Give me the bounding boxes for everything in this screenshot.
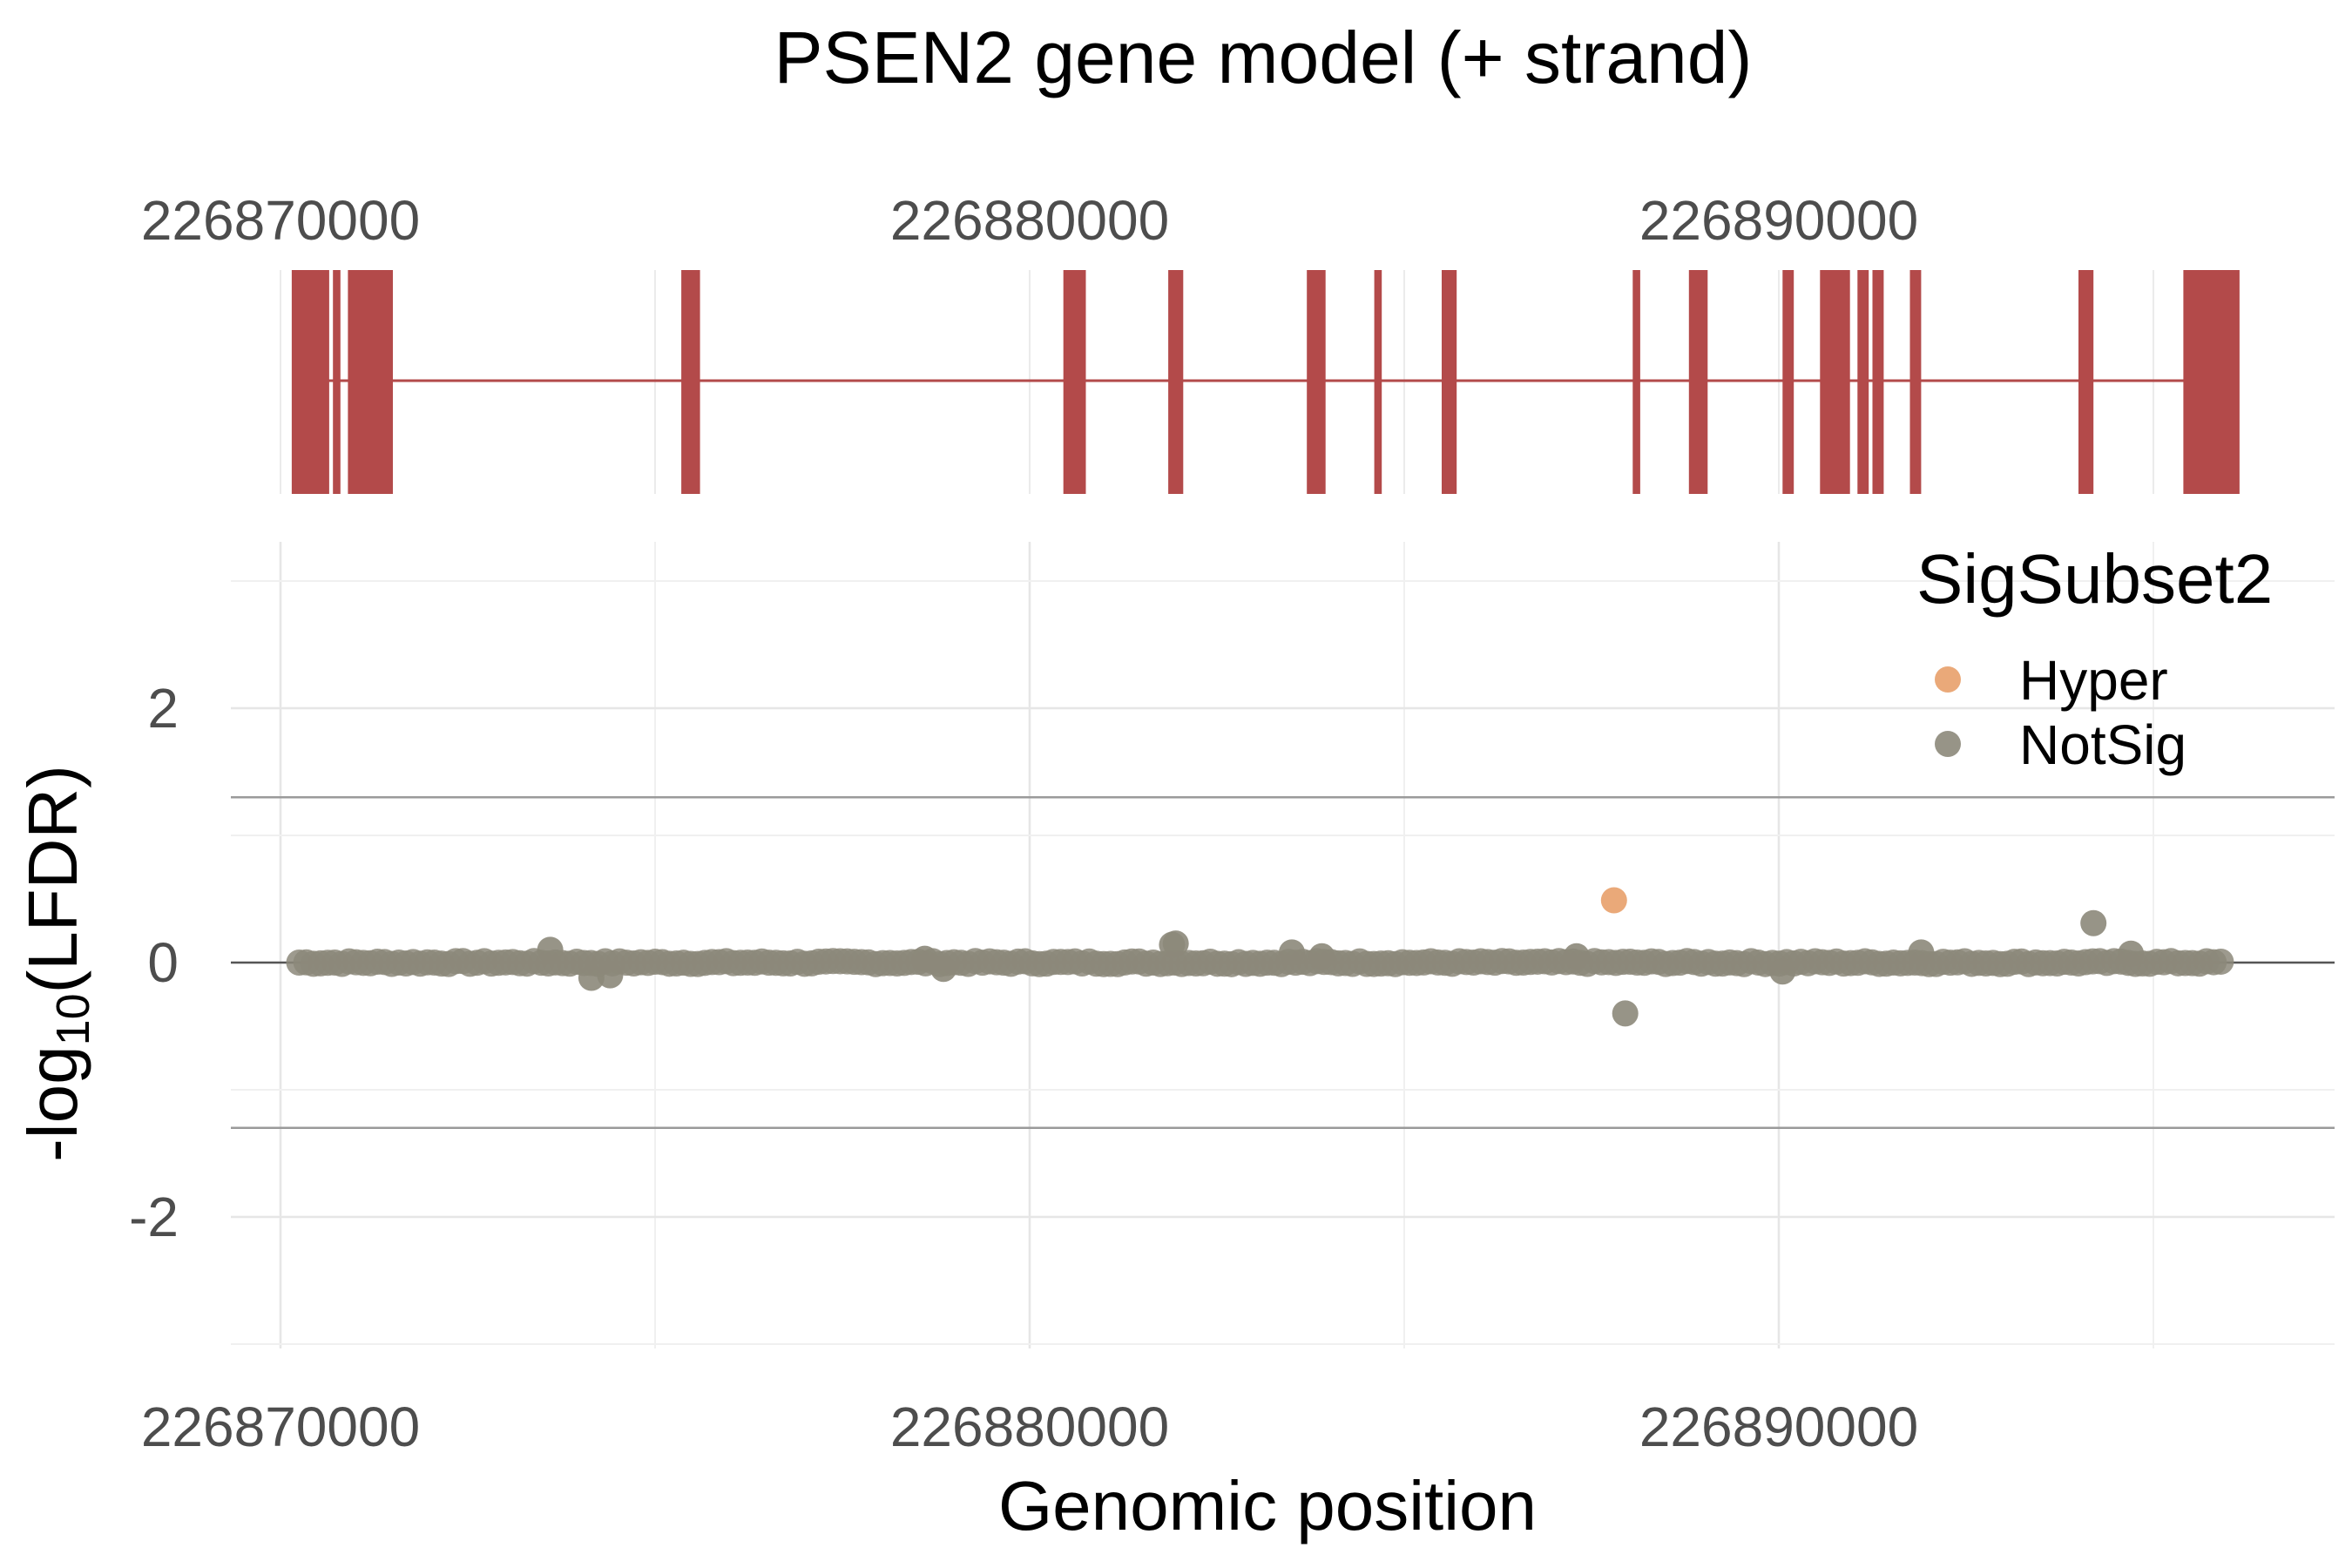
gene-model-x-ticks: 226870000 226880000 226890000 [141,189,1918,252]
legend-key-hyper [1935,666,1961,693]
x-axis-title: Genomic position [998,1467,1537,1544]
exon-block [1909,270,1922,494]
notsig-point [1279,939,1305,966]
exon-block [333,270,341,494]
notsig-point [1908,939,1935,966]
y-tick-label: 2 [147,677,179,740]
y-tick-label: 0 [147,931,179,994]
exon-block [1168,270,1184,494]
scatter-baseline-points [286,948,2234,977]
exon-block [1820,270,1850,494]
legend-key-notsig [1935,731,1961,757]
exon-block [2078,270,2094,494]
notsig-point [1159,931,1186,958]
exon-block [1307,270,1326,494]
exon-block [1857,270,1869,494]
scatter-points [537,887,2145,1027]
x-tick-label: 226890000 [1639,1396,1918,1458]
y-axis-title: -log10(LFDR) [14,765,99,1162]
notsig-point [1769,958,1796,985]
x-tick-label: 226880000 [890,1396,1169,1458]
scatter-x-ticks: 226870000 226880000 226890000 [141,1396,1918,1458]
exon-block [1063,270,1086,494]
exon-block [1688,270,1708,494]
scatter-y-ticks: -2 0 2 [129,677,179,1248]
y-axis-title-base: -log [14,1045,91,1161]
exon-block [1872,270,1884,494]
notsig-point [537,936,564,963]
exon-block [1632,270,1640,494]
x-tick-label: 226870000 [141,1396,420,1458]
exon-block [348,270,393,494]
legend-label-notsig: NotSig [2019,713,2186,776]
notsig-point [1563,943,1590,970]
legend-label-hyper: Hyper [2019,649,2168,712]
notsig-point [1308,943,1335,970]
gene-x-tick-label: 226880000 [890,189,1169,252]
gene-model-title: PSEN2 gene model (+ strand) [774,17,1753,98]
y-tick-label: -2 [129,1186,179,1248]
legend-title: SigSubset2 [1916,540,2273,618]
notsig-point [597,962,624,989]
gene-x-tick-label: 226890000 [1639,189,1918,252]
notsig-point [930,956,957,983]
exon-block [1374,270,1382,494]
exon-block [1782,270,1794,494]
notsig-point [1612,1000,1639,1027]
y-axis-title-rest: (LFDR) [14,765,91,993]
gene-exons [291,270,2240,494]
notsig-point [2080,909,2107,936]
baseline-point [2207,948,2234,975]
notsig-point [2118,940,2145,967]
exon-block [291,270,329,494]
y-axis-title-subscript: 10 [47,993,99,1045]
exon-block [681,270,700,494]
hyper-point [1600,887,1627,914]
gene-x-tick-label: 226870000 [141,189,420,252]
exon-block [1442,270,1457,494]
exon-block [2183,270,2240,494]
